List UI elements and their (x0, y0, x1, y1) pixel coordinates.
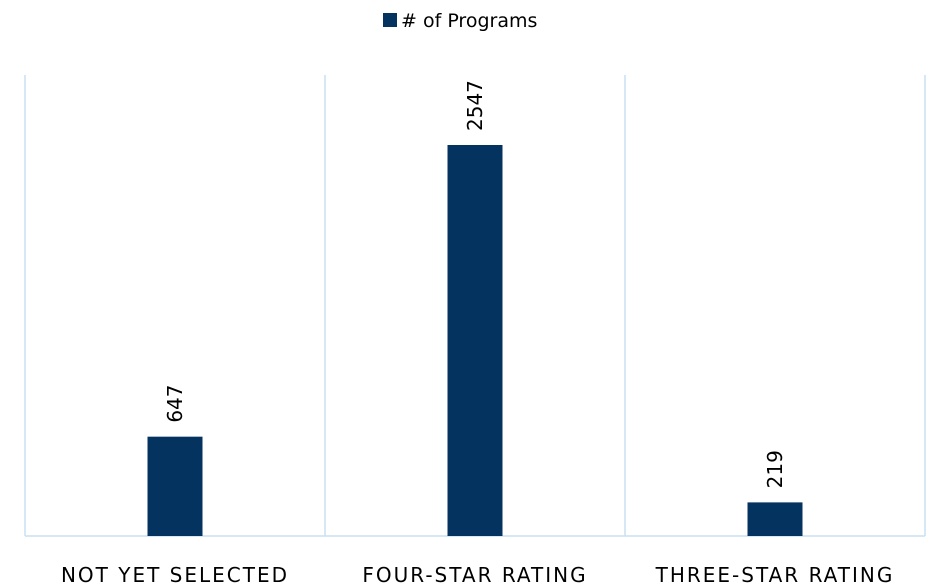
bar (747, 502, 803, 536)
data-label: 219 (763, 450, 787, 488)
x-tick-label: NOT YET SELECTED (61, 563, 289, 587)
x-tick-label: FOUR-STAR RATING (362, 563, 587, 587)
x-tick-label: THREE-STAR RATING (655, 563, 895, 587)
bar (147, 436, 203, 536)
legend-label: # of Programs (401, 10, 537, 32)
legend-swatch (383, 13, 397, 27)
data-label: 2547 (463, 80, 487, 131)
bar (447, 145, 503, 536)
data-label: 647 (163, 384, 187, 422)
